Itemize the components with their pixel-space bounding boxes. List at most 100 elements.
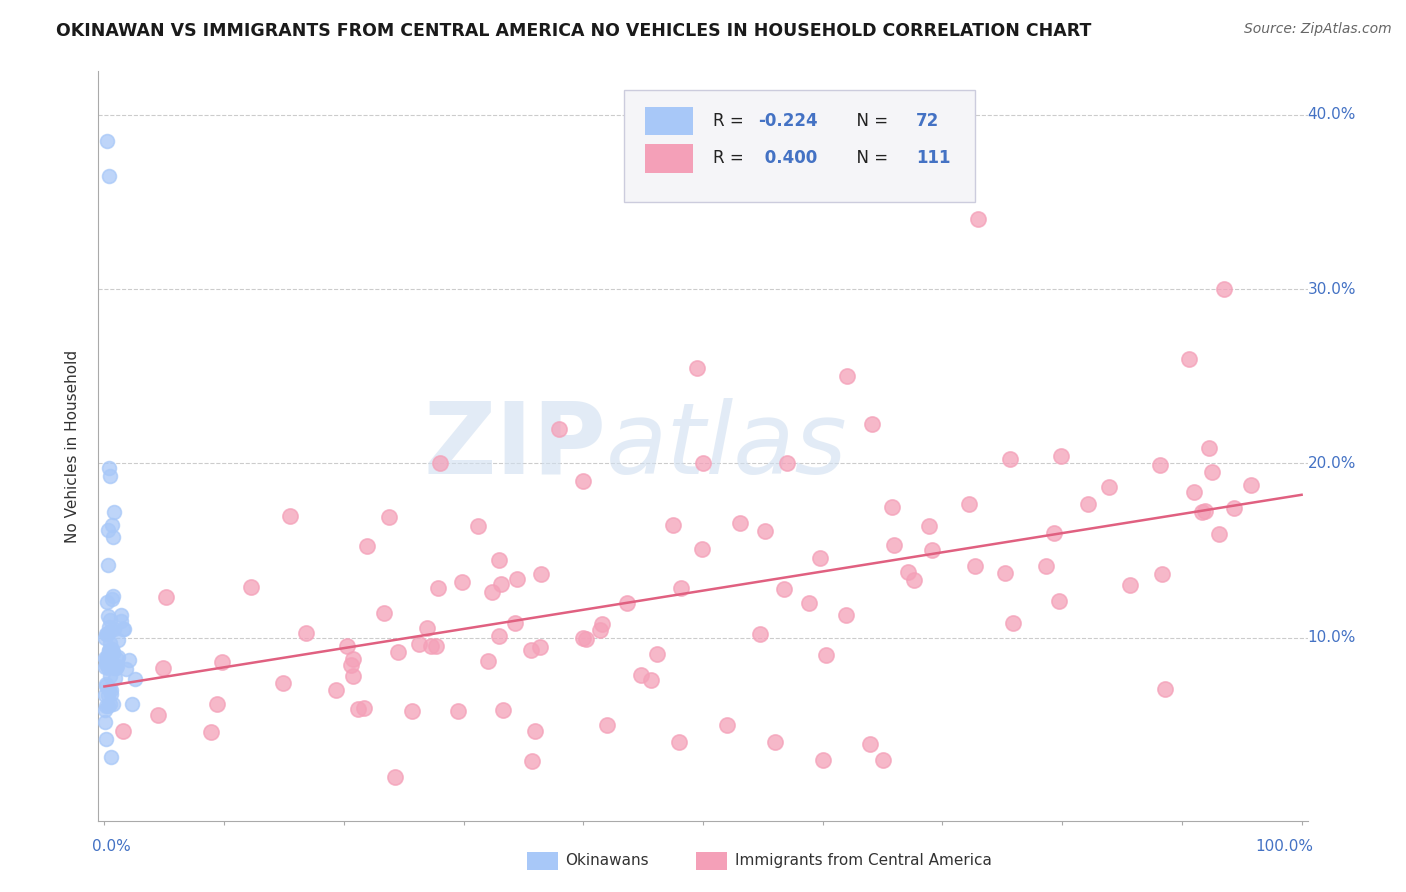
Point — [1182, 484, 1205, 499]
Point — [342, 652, 364, 666]
Point — [967, 212, 990, 227]
Point — [763, 735, 786, 749]
Point — [98, 636, 121, 650]
Point — [1001, 615, 1024, 630]
Point — [730, 516, 752, 531]
Point — [522, 755, 544, 769]
Point — [451, 575, 474, 590]
Point — [104, 660, 127, 674]
Point — [94, 627, 117, 641]
Point — [467, 519, 489, 533]
Point — [903, 573, 925, 587]
Point — [1201, 465, 1223, 479]
Point — [98, 669, 121, 683]
Point — [278, 508, 301, 523]
Point — [772, 582, 794, 596]
Point — [101, 530, 124, 544]
Point — [860, 417, 883, 431]
Point — [1097, 480, 1119, 494]
Point — [97, 661, 120, 675]
Point — [921, 543, 943, 558]
Point — [716, 718, 738, 732]
Text: 111: 111 — [915, 149, 950, 167]
Point — [94, 657, 117, 671]
Point — [124, 673, 146, 687]
Point — [94, 715, 117, 730]
Point — [295, 626, 318, 640]
Point — [96, 649, 118, 664]
Point — [121, 697, 143, 711]
Text: ZIP: ZIP — [423, 398, 606, 494]
Point — [94, 651, 117, 665]
Point — [342, 669, 364, 683]
Point — [425, 640, 447, 654]
Point — [523, 724, 546, 739]
Point — [100, 469, 122, 483]
Point — [94, 703, 117, 717]
Point — [378, 510, 401, 524]
Point — [481, 584, 503, 599]
Text: 0.0%: 0.0% — [93, 839, 131, 855]
Point — [571, 631, 593, 645]
Point — [97, 642, 120, 657]
Point — [104, 671, 127, 685]
Point — [325, 682, 347, 697]
Point — [426, 582, 449, 596]
Point — [1149, 458, 1171, 472]
Point — [492, 703, 515, 717]
Point — [94, 688, 117, 702]
Point — [96, 651, 118, 665]
Point — [98, 657, 121, 672]
Point — [103, 589, 125, 603]
Point — [97, 699, 120, 714]
Point — [97, 688, 120, 702]
Point — [97, 624, 120, 639]
Point — [96, 679, 118, 693]
Point — [1153, 681, 1175, 696]
Point — [112, 723, 135, 738]
Point — [429, 457, 451, 471]
Text: N =: N = — [845, 149, 893, 167]
Point — [94, 631, 117, 645]
Point — [1150, 567, 1173, 582]
Point — [882, 500, 904, 514]
Point — [240, 580, 263, 594]
Point — [506, 572, 529, 586]
Point — [548, 421, 571, 435]
Point — [340, 658, 363, 673]
Point — [152, 661, 174, 675]
Point — [97, 558, 120, 573]
Text: 10.0%: 10.0% — [1308, 630, 1355, 645]
Point — [101, 646, 124, 660]
Point — [529, 640, 551, 654]
Point — [97, 620, 120, 634]
Point — [669, 581, 692, 595]
Point — [1212, 282, 1234, 296]
Point — [1222, 500, 1244, 515]
Point — [1198, 442, 1220, 456]
Point — [918, 519, 941, 533]
Point — [776, 457, 799, 471]
Point — [387, 645, 409, 659]
Point — [1194, 504, 1216, 518]
Point — [97, 643, 120, 657]
Point — [110, 614, 132, 628]
Point — [205, 697, 228, 711]
Point — [107, 650, 129, 665]
Point — [748, 627, 770, 641]
Text: 40.0%: 40.0% — [1308, 107, 1355, 122]
Text: 72: 72 — [915, 112, 939, 130]
Point — [101, 645, 124, 659]
Text: -0.224: -0.224 — [759, 112, 818, 130]
Point — [835, 369, 858, 384]
Point — [353, 701, 375, 715]
Point — [686, 360, 709, 375]
Text: 30.0%: 30.0% — [1308, 282, 1355, 297]
Point — [100, 750, 122, 764]
Point — [530, 567, 553, 582]
Point — [808, 550, 831, 565]
Point — [96, 651, 118, 665]
Point — [101, 641, 124, 656]
Point — [668, 735, 690, 749]
Text: Source: ZipAtlas.com: Source: ZipAtlas.com — [1244, 22, 1392, 37]
